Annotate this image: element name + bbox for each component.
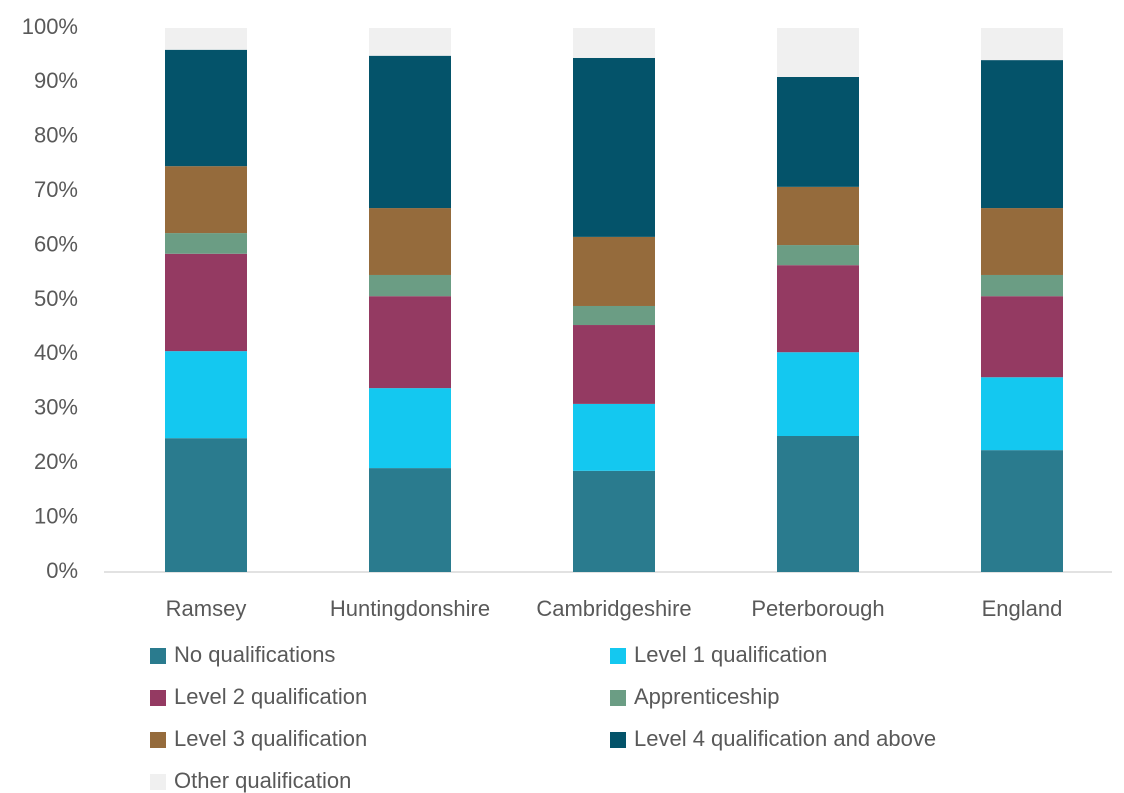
bar-segment — [165, 351, 247, 439]
bar-segment — [369, 28, 451, 56]
x-tick-label: England — [982, 596, 1063, 621]
legend-swatch — [610, 732, 626, 748]
bar-segment — [573, 28, 655, 58]
bar-segment — [573, 470, 655, 572]
legend-label: Level 2 qualification — [174, 684, 367, 709]
y-tick-label: 60% — [34, 231, 78, 256]
bar-segment — [981, 60, 1063, 209]
bar-segment — [777, 265, 859, 353]
legend-swatch — [150, 690, 166, 706]
bar-segment — [369, 296, 451, 389]
legend-swatch — [610, 690, 626, 706]
y-tick-label: 70% — [34, 177, 78, 202]
legend-swatch — [150, 774, 166, 790]
y-tick-label: 0% — [46, 558, 78, 583]
legend-label: Apprenticeship — [634, 684, 780, 709]
bar-segment — [777, 76, 859, 187]
bar-segment — [981, 274, 1063, 297]
bar-segment — [573, 325, 655, 404]
y-tick-label: 20% — [34, 449, 78, 474]
bar-segment — [165, 253, 247, 352]
bar-segment — [777, 352, 859, 436]
x-tick-label: Huntingdonshire — [330, 596, 490, 621]
x-tick-label: Peterborough — [751, 596, 884, 621]
bar-segment — [573, 236, 655, 306]
y-tick-label: 100% — [22, 14, 78, 39]
bar-segment — [165, 438, 247, 572]
x-tick-label: Ramsey — [166, 596, 247, 621]
bar-segment — [573, 403, 655, 471]
y-tick-label: 30% — [34, 395, 78, 420]
bar-segment — [777, 186, 859, 246]
bar-segment — [981, 208, 1063, 275]
y-tick-label: 10% — [34, 503, 78, 528]
bar-segment — [777, 436, 859, 572]
legend-swatch — [610, 648, 626, 664]
bar-segment — [981, 450, 1063, 572]
legend-swatch — [150, 648, 166, 664]
bar-segment — [165, 49, 247, 167]
bar-segment — [981, 377, 1063, 451]
bar-segment — [777, 28, 859, 77]
bar-segment — [369, 468, 451, 572]
bar-segment — [165, 28, 247, 50]
legend-label: Level 3 qualification — [174, 726, 367, 751]
y-tick-label: 80% — [34, 123, 78, 148]
bar-segment — [573, 57, 655, 237]
y-tick-label: 50% — [34, 286, 78, 311]
legend-label: Other qualification — [174, 768, 351, 793]
bar-segment — [777, 245, 859, 266]
bar-segment — [165, 233, 247, 254]
y-tick-label: 40% — [34, 340, 78, 365]
legend-label: Level 4 qualification and above — [634, 726, 936, 751]
bar-segment — [573, 305, 655, 326]
x-tick-label: Cambridgeshire — [536, 596, 691, 621]
bar-segment — [369, 55, 451, 209]
bar-segment — [981, 296, 1063, 378]
legend-swatch — [150, 732, 166, 748]
bar-segment — [981, 28, 1063, 61]
legend-label: No qualifications — [174, 642, 335, 667]
bar-segment — [369, 208, 451, 275]
y-tick-label: 90% — [34, 68, 78, 93]
bar-segment — [165, 166, 247, 234]
bar-segment — [369, 388, 451, 469]
legend-label: Level 1 qualification — [634, 642, 827, 667]
bar-segment — [369, 274, 451, 297]
